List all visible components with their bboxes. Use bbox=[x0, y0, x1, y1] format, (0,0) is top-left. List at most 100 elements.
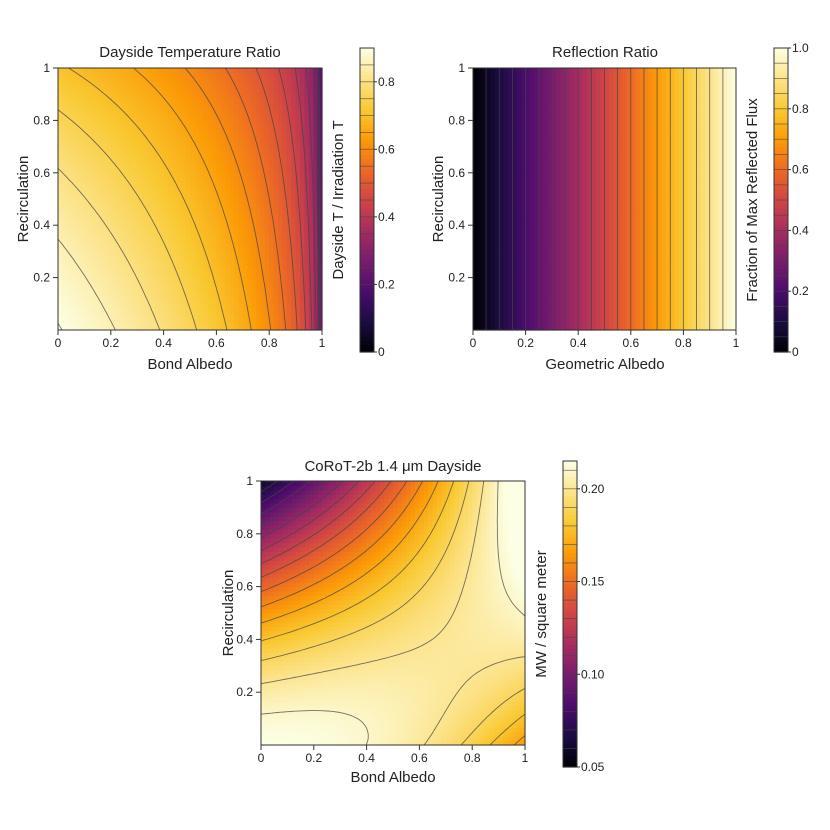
dayside-heat-cell bbox=[234, 89, 239, 95]
dayside-heat-cell bbox=[247, 68, 253, 73]
reflection-heat-cell bbox=[473, 89, 478, 95]
dayside-heat-cell bbox=[304, 124, 310, 130]
dayside-heat-cell bbox=[247, 281, 253, 287]
reflection-heat-cell bbox=[516, 295, 522, 301]
dayside-heat-cell bbox=[168, 290, 173, 296]
dayside-heat-cell bbox=[203, 168, 209, 174]
dayside-heat-cell bbox=[225, 190, 231, 196]
dayside-heat-cell bbox=[146, 159, 151, 165]
reflection-heat-cell bbox=[525, 150, 531, 156]
dayside-heat-cell bbox=[128, 247, 134, 252]
dayside-heat-cell bbox=[251, 299, 257, 305]
dayside-heat-cell bbox=[278, 321, 283, 327]
dayside-colorbar-swatch bbox=[360, 272, 374, 277]
reflection-heat-cell bbox=[538, 260, 544, 266]
dayside-heat-cell bbox=[264, 216, 270, 222]
reflection-heat-cell bbox=[516, 89, 522, 95]
dayside-heat-cell bbox=[194, 325, 200, 331]
dayside-heat-cell bbox=[269, 72, 275, 78]
dayside-heat-cell bbox=[256, 168, 261, 174]
reflection-heat-cell bbox=[473, 181, 478, 187]
reflection-heat-cell bbox=[534, 281, 540, 287]
dayside-heat-cell bbox=[75, 177, 81, 183]
dayside-heat-cell bbox=[251, 255, 257, 261]
dayside-heat-cell bbox=[84, 68, 90, 73]
dayside-heat-cell bbox=[212, 102, 217, 108]
dayside-heat-cell bbox=[146, 185, 151, 191]
dayside-heat-cell bbox=[220, 225, 226, 231]
dayside-heat-cell bbox=[172, 290, 178, 296]
dayside-heat-cell bbox=[282, 203, 288, 209]
dayside-heat-cell bbox=[313, 168, 319, 174]
dayside-heat-cell bbox=[163, 303, 169, 309]
dayside-heat-cell bbox=[88, 273, 94, 279]
reflection-heat-cell bbox=[490, 238, 496, 244]
reflection-heat-cell bbox=[529, 76, 535, 82]
dayside-heat-cell bbox=[260, 203, 266, 209]
dayside-heat-cell bbox=[137, 124, 143, 130]
dayside-heat-cell bbox=[269, 290, 275, 296]
dayside-heat-cell bbox=[84, 325, 90, 331]
reflection-heat-cell bbox=[473, 168, 478, 174]
reflection-heat-cell bbox=[538, 295, 544, 301]
dayside-heat-cell bbox=[185, 124, 191, 130]
dayside-heat-cell bbox=[185, 233, 191, 239]
dayside-heat-cell bbox=[185, 142, 191, 148]
reflection-heat-cell bbox=[529, 150, 535, 156]
dayside-heat-cell bbox=[286, 321, 292, 327]
reflection-heat-cell bbox=[547, 129, 553, 135]
dayside-heat-cell bbox=[137, 286, 143, 292]
reflection-heat-cell bbox=[516, 290, 522, 296]
dayside-heat-cell bbox=[251, 216, 257, 222]
dayside-heat-cell bbox=[300, 142, 305, 148]
dayside-heat-cell bbox=[66, 242, 72, 248]
reflection-heat-cell bbox=[551, 159, 557, 165]
dayside-heat-cell bbox=[304, 164, 310, 170]
dayside-heat-cell bbox=[84, 203, 90, 209]
dayside-heat-cell bbox=[132, 76, 138, 82]
dayside-heat-cell bbox=[251, 155, 257, 161]
dayside-heat-cell bbox=[176, 225, 182, 231]
reflection-heat-cell bbox=[547, 120, 553, 126]
dayside-heat-cell bbox=[62, 207, 68, 213]
reflection-heat-cell bbox=[525, 212, 531, 218]
reflection-heat-cell bbox=[547, 89, 553, 95]
reflection-heat-cell bbox=[521, 212, 527, 218]
dayside-heat-cell bbox=[282, 268, 288, 274]
dayside-heat-cell bbox=[141, 190, 147, 196]
reflection-heat-cell bbox=[521, 229, 527, 235]
reflection-heat-cell bbox=[551, 102, 557, 108]
dayside-heat-cell bbox=[75, 325, 81, 331]
dayside-heat-cell bbox=[300, 321, 305, 327]
dayside-heat-cell bbox=[137, 72, 143, 78]
dayside-heat-cell bbox=[313, 199, 319, 204]
reflection-heat-cell bbox=[521, 203, 527, 209]
dayside-heat-cell bbox=[110, 194, 116, 200]
reflection-heat-cell bbox=[473, 299, 478, 305]
dayside-heat-cell bbox=[163, 242, 169, 248]
dayside-heat-cell bbox=[273, 137, 279, 143]
dayside-heat-cell bbox=[71, 137, 77, 143]
dayside-heat-cell bbox=[256, 185, 261, 191]
dayside-heat-cell bbox=[102, 264, 107, 270]
dayside-heat-cell bbox=[110, 185, 116, 191]
dayside-heat-cell bbox=[216, 181, 222, 187]
reflection-heat-cell bbox=[538, 216, 544, 222]
reflection-heat-cell bbox=[481, 194, 487, 200]
reflection-heat-cell bbox=[556, 273, 562, 279]
dayside-heat-cell bbox=[110, 295, 116, 301]
dayside-title: Dayside Temperature Ratio bbox=[99, 44, 280, 61]
dayside-heat-cell bbox=[102, 107, 107, 113]
dayside-heat-cell bbox=[80, 107, 85, 113]
dayside-heat-cell bbox=[286, 212, 292, 218]
reflection-heat-cell bbox=[494, 89, 500, 95]
dayside-colorbar-swatch bbox=[360, 253, 374, 258]
dayside-heat-cell bbox=[251, 260, 257, 266]
dayside-heat-cell bbox=[141, 316, 147, 322]
dayside-heat-cell bbox=[242, 207, 248, 213]
dayside-heat-cell bbox=[137, 116, 143, 121]
dayside-heat-cell bbox=[225, 238, 231, 244]
dayside-heat-cell bbox=[71, 177, 77, 183]
dayside-heat-cell bbox=[207, 124, 213, 130]
dayside-heat-cell bbox=[141, 107, 147, 113]
